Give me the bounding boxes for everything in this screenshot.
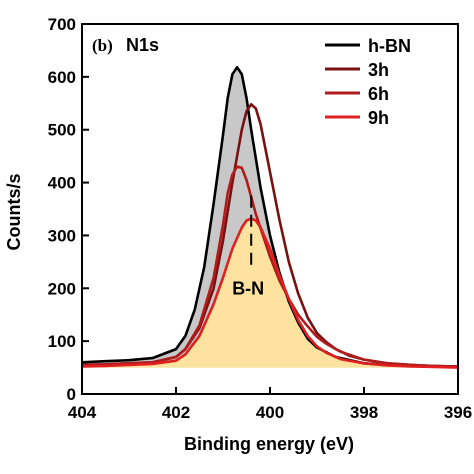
legend-label-9h: 9h	[368, 108, 389, 128]
curve-fills	[82, 67, 458, 368]
area-9h	[82, 218, 458, 368]
y-axis-ticks: 0 100 200 300 400 500 600 700	[48, 15, 89, 404]
y-tick-label: 600	[48, 68, 76, 87]
y-tick-label: 0	[67, 385, 76, 404]
y-tick-label: 200	[48, 279, 76, 298]
x-tick-label: 396	[444, 403, 472, 422]
x-axis-title: Binding energy (eV)	[184, 434, 354, 454]
legend-label-h-bn: h-BN	[368, 36, 411, 56]
bn-annotation-label: B-N	[232, 278, 264, 298]
y-axis-title: Counts/s	[4, 173, 24, 250]
legend-label-6h: 6h	[368, 84, 389, 104]
panel-tag: (b)	[92, 36, 113, 55]
y-tick-label: 700	[48, 15, 76, 34]
y-tick-label: 400	[48, 174, 76, 193]
x-tick-label: 404	[68, 403, 97, 422]
x-tick-label: 400	[256, 403, 284, 422]
y-tick-label: 300	[48, 226, 76, 245]
panel-name: N1s	[126, 35, 159, 55]
y-tick-label: 100	[48, 332, 76, 351]
x-tick-label: 398	[350, 403, 378, 422]
line-9h	[81, 217, 459, 369]
annotation-group: B-N	[232, 195, 264, 298]
legend: h-BN 3h 6h 9h	[325, 36, 411, 128]
y-tick-label: 500	[48, 121, 76, 140]
x-tick-label: 402	[162, 403, 190, 422]
legend-label-3h: 3h	[368, 60, 389, 80]
x-axis-ticks: 404 402 400 398 396	[68, 387, 472, 422]
